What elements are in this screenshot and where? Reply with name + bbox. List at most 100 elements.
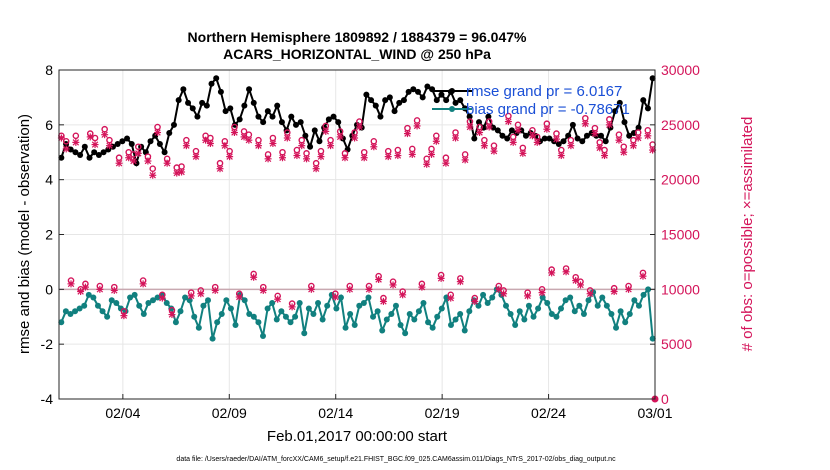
- bias-point: [232, 321, 239, 328]
- rmse-point: [382, 97, 389, 104]
- bias-point: [269, 300, 276, 307]
- rmse-point: [363, 91, 370, 98]
- possible-point: [490, 142, 498, 149]
- rmse-point: [396, 99, 403, 106]
- bias-point: [241, 297, 248, 304]
- assimilated-point: [307, 285, 315, 293]
- rmse-point: [640, 97, 647, 104]
- bias-point: [374, 308, 381, 315]
- bias-point: [85, 291, 92, 298]
- rmse-point: [180, 86, 187, 93]
- assimilated-point: [634, 134, 642, 142]
- assimilated-point: [437, 274, 445, 282]
- assimilated-point: [596, 144, 604, 152]
- possible-point: [649, 141, 656, 148]
- assimilated-point: [336, 133, 344, 141]
- rmse-point: [452, 99, 459, 106]
- rmse-point: [400, 97, 407, 104]
- possible-point: [192, 147, 200, 155]
- bias-point: [415, 308, 422, 315]
- rmse-point: [95, 151, 102, 158]
- assimilated-point: [240, 133, 248, 141]
- assimilated-point: [202, 136, 210, 144]
- bias-point: [149, 297, 156, 304]
- rmse-point: [189, 105, 196, 112]
- rmse-point: [649, 75, 656, 82]
- bias-point: [521, 316, 528, 323]
- bias-point: [72, 308, 79, 315]
- y-tick-label: 6: [45, 117, 53, 133]
- bias-point: [347, 311, 354, 318]
- bias-point: [411, 316, 418, 323]
- possible-point: [101, 125, 108, 133]
- assimilated-point: [105, 142, 113, 150]
- bias-point: [214, 319, 221, 326]
- assimilated-point: [471, 297, 479, 305]
- rmse-point: [494, 127, 501, 134]
- assimilated-point: [139, 280, 147, 288]
- possible-point: [452, 129, 459, 136]
- bias-point: [489, 294, 496, 301]
- assimilated-point: [96, 285, 104, 293]
- bias-point: [195, 324, 202, 331]
- assimilated-point: [346, 285, 354, 293]
- assimilated-point: [269, 139, 277, 147]
- x-tick-label: 02/04: [105, 405, 140, 421]
- rmse-point: [410, 86, 417, 93]
- assimilated-point: [245, 136, 253, 144]
- assimilated-point: [552, 135, 560, 143]
- rmse-point: [100, 149, 107, 156]
- rmse-point: [386, 94, 393, 101]
- rmse-point: [311, 127, 318, 134]
- rmse-point: [72, 149, 79, 156]
- rmse-point: [161, 149, 168, 156]
- y-tick-label: 8: [45, 62, 53, 78]
- rmse-point: [372, 102, 379, 109]
- possible-point: [596, 139, 604, 146]
- x-axis-label: Feb.01,2017 00:00:00 start: [267, 428, 448, 445]
- assimilated-point: [413, 122, 421, 130]
- rmse-point: [415, 88, 422, 95]
- rmse-point: [260, 119, 267, 126]
- assimilated-point: [235, 293, 243, 301]
- bias-point: [397, 321, 404, 328]
- rmse-point: [269, 113, 276, 120]
- rmse-point: [335, 119, 342, 126]
- bias-point: [301, 330, 308, 337]
- assimilated-point: [629, 142, 637, 150]
- assimilated-point: [288, 303, 296, 311]
- possible-point: [644, 127, 652, 134]
- rmse-point: [612, 108, 619, 115]
- assimilated-point: [509, 138, 517, 146]
- x-tick-label: 02/09: [212, 405, 247, 421]
- assimilated-point: [485, 123, 493, 131]
- rmse-point: [166, 130, 173, 137]
- assimilated-point: [312, 165, 320, 173]
- bias-point: [113, 300, 120, 307]
- bias-point: [319, 316, 326, 323]
- bias-point: [351, 321, 358, 328]
- bias-point: [379, 327, 386, 334]
- possible-point: [408, 145, 416, 153]
- assimilated-point: [163, 159, 171, 167]
- assimilated-point: [466, 123, 474, 131]
- rmse-point: [114, 141, 121, 148]
- assimilated-point: [125, 154, 133, 162]
- bias-point: [154, 294, 161, 301]
- bias-point: [127, 294, 134, 301]
- assimilated-point: [279, 154, 286, 162]
- assimilated-point: [298, 142, 306, 150]
- rmse-point: [522, 132, 529, 139]
- rmse-point: [147, 138, 154, 145]
- possible-point: [279, 148, 286, 156]
- bias-point: [503, 302, 509, 309]
- assimilated-point: [519, 149, 527, 157]
- bias-point: [480, 291, 487, 298]
- bias-point: [58, 319, 65, 326]
- bias-point: [626, 311, 633, 318]
- rmse-point: [635, 124, 642, 131]
- bias-point: [370, 313, 377, 320]
- rmse-point: [119, 138, 126, 145]
- bias-point: [81, 302, 88, 309]
